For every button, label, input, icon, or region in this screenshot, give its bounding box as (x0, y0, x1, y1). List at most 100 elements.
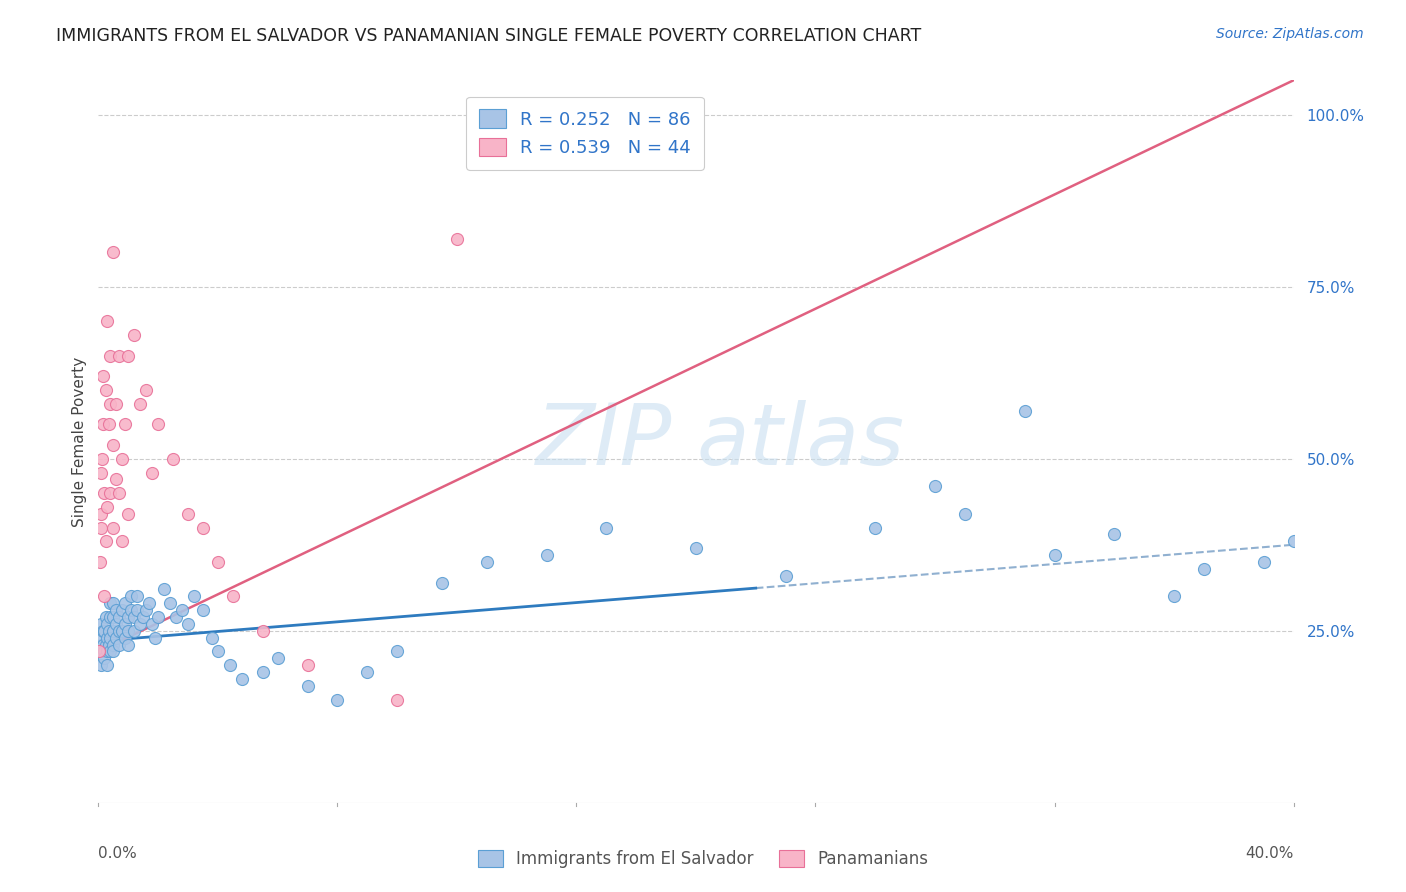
Point (103, 596, 125, 610)
Point (96, 644, 118, 658)
Point (94, 534, 117, 549)
Point (148, 417, 170, 432)
Point (98, 631, 122, 645)
Text: Source: ZipAtlas.com: Source: ZipAtlas.com (1216, 27, 1364, 41)
Point (219, 658, 242, 673)
Point (90, 520, 112, 534)
Point (141, 466, 163, 480)
Point (120, 603, 142, 617)
Text: 40.0%: 40.0% (1246, 847, 1294, 861)
Point (159, 596, 181, 610)
Point (595, 520, 617, 534)
Point (103, 644, 125, 658)
Point (191, 520, 214, 534)
Point (207, 644, 229, 658)
Point (103, 610, 125, 624)
Point (148, 610, 170, 624)
Point (172, 603, 194, 617)
Point (98, 486, 122, 500)
Point (103, 624, 125, 638)
Point (91, 624, 114, 638)
Point (117, 507, 139, 521)
Point (93, 486, 115, 500)
Point (924, 479, 946, 493)
Point (90, 616, 112, 631)
Point (1192, 562, 1215, 576)
Point (231, 672, 253, 686)
Point (105, 397, 128, 411)
Legend: R = 0.252   N = 86, R = 0.539   N = 44: R = 0.252 N = 86, R = 0.539 N = 44 (465, 96, 703, 169)
Point (124, 624, 146, 638)
Point (108, 486, 131, 500)
Point (252, 665, 274, 679)
Point (91, 417, 114, 432)
Point (222, 590, 245, 604)
Point (98, 596, 122, 610)
Point (108, 624, 131, 638)
Point (103, 438, 125, 452)
Point (114, 596, 136, 610)
Point (685, 541, 707, 556)
Point (96, 314, 118, 328)
Point (114, 417, 136, 432)
Point (191, 603, 214, 617)
Point (1104, 527, 1126, 541)
Point (124, 610, 146, 624)
Point (111, 603, 134, 617)
Point (326, 692, 349, 706)
Point (103, 520, 125, 534)
Point (127, 603, 149, 617)
Point (98, 610, 122, 624)
Point (183, 590, 205, 604)
Point (94, 638, 117, 652)
Point (177, 507, 200, 521)
Point (177, 616, 200, 631)
Point (97, 624, 120, 638)
Point (96, 658, 118, 673)
Point (93, 651, 115, 665)
Point (93, 590, 115, 604)
Point (446, 231, 468, 245)
Point (865, 520, 887, 534)
Point (94, 383, 117, 397)
Text: atlas: atlas (696, 400, 904, 483)
Point (129, 616, 152, 631)
Point (98, 349, 122, 363)
Point (111, 451, 134, 466)
Point (108, 638, 131, 652)
Point (105, 603, 128, 617)
Point (775, 568, 797, 582)
Y-axis label: Single Female Poverty: Single Female Poverty (72, 357, 87, 526)
Point (267, 651, 290, 665)
Point (1043, 548, 1066, 562)
Point (132, 610, 155, 624)
Point (89, 555, 111, 569)
Point (90, 658, 112, 673)
Point (385, 692, 409, 706)
Point (117, 349, 139, 363)
Point (103, 245, 125, 260)
Point (89, 644, 111, 658)
Point (89, 644, 111, 658)
Point (97, 417, 120, 432)
Point (117, 610, 139, 624)
Point (117, 638, 139, 652)
Point (138, 596, 160, 610)
Point (135, 603, 157, 617)
Point (124, 327, 146, 342)
Point (1014, 403, 1036, 417)
Point (93, 624, 115, 638)
Point (1163, 590, 1185, 604)
Point (129, 397, 152, 411)
Point (105, 472, 128, 486)
Point (114, 616, 136, 631)
Point (297, 658, 319, 673)
Point (356, 665, 378, 679)
Point (91, 451, 114, 466)
Point (114, 631, 136, 645)
Point (143, 631, 166, 645)
Point (385, 644, 409, 658)
Text: IMMIGRANTS FROM EL SALVADOR VS PANAMANIAN SINGLE FEMALE POVERTY CORRELATION CHAR: IMMIGRANTS FROM EL SALVADOR VS PANAMANIA… (56, 27, 921, 45)
Point (297, 679, 319, 693)
Point (475, 555, 498, 569)
